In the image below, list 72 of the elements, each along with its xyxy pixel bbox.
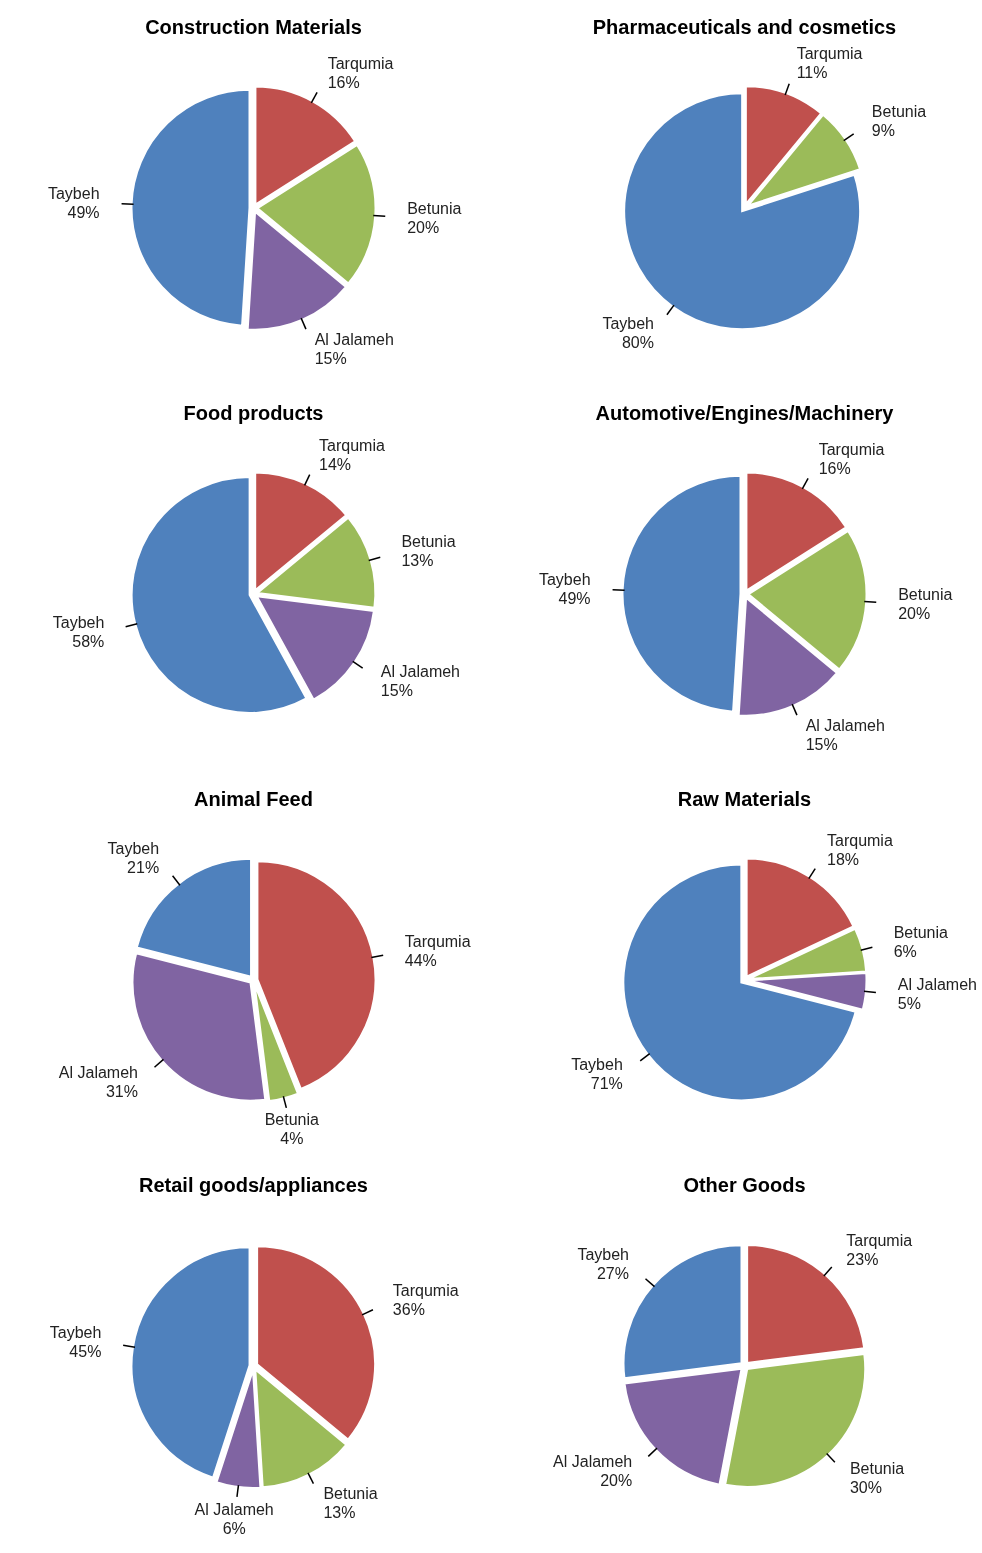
chart-title: Animal Feed	[194, 788, 313, 810]
data-label: 44%	[404, 952, 437, 970]
slice-label: Betunia	[407, 199, 462, 217]
slice-label: Al Jalameh	[58, 1063, 138, 1081]
slice-label: Taybeh	[47, 185, 100, 203]
slice-label: Tarqumia	[404, 933, 471, 951]
slice-label: Tarqumia	[319, 436, 385, 454]
data-label: 4%	[280, 1130, 304, 1148]
data-label: 13%	[323, 1504, 356, 1522]
data-label: 15%	[380, 681, 413, 699]
data-label: 45%	[69, 1342, 102, 1360]
slice-label: Tarqumia	[392, 1282, 459, 1300]
data-label: 18%	[827, 850, 860, 868]
data-label: 71%	[590, 1075, 623, 1093]
data-label: 36%	[392, 1301, 425, 1319]
slice-label: Betunia	[893, 923, 949, 941]
data-label: 58%	[72, 633, 105, 651]
slice-label: Tarqumia	[818, 441, 885, 459]
slice-label: Tarqumia	[846, 1232, 913, 1250]
data-label: 49%	[67, 204, 100, 222]
slice-label: Betunia	[264, 1111, 320, 1129]
slice-label: Tarqumia	[827, 831, 893, 849]
chart-title: Food products	[183, 402, 324, 424]
data-label: 15%	[805, 736, 838, 754]
slice-label: Taybeh	[571, 1056, 623, 1074]
slice-label: Al Jalameh	[897, 976, 977, 994]
chart-title: Other Goods	[683, 1174, 806, 1196]
slice-label: Al Jalameh	[380, 662, 461, 680]
slice-label: Taybeh	[49, 1323, 102, 1341]
data-label: 6%	[222, 1519, 246, 1537]
slice-label: Al Jalameh	[553, 1453, 633, 1471]
slice-label: Taybeh	[107, 840, 160, 858]
chart-title: Pharmaceuticals and cosmetics	[592, 16, 897, 38]
slice-label: Al Jalameh	[314, 331, 394, 349]
slice-label: Tarqumia	[796, 45, 863, 63]
data-label: 20%	[898, 604, 931, 622]
slice-label: Betunia	[849, 1460, 905, 1478]
data-label: 11%	[796, 64, 828, 82]
slice-label: Tarqumia	[327, 55, 394, 73]
data-label: 16%	[818, 460, 851, 478]
data-label: 30%	[849, 1479, 882, 1497]
data-label: 21%	[127, 859, 160, 877]
data-label: 80%	[621, 333, 654, 351]
data-label: 31%	[105, 1082, 138, 1100]
data-label: 9%	[871, 122, 895, 140]
pie-slice	[256, 144, 377, 285]
chart-title: Retail goods/appliances	[139, 1174, 368, 1196]
slice-label: Taybeh	[602, 314, 654, 332]
data-label: 6%	[893, 942, 917, 960]
data-label: 14%	[319, 455, 352, 473]
chart-title: Raw Materials	[677, 788, 812, 810]
slice-label: Betunia	[323, 1485, 378, 1503]
pie-slice	[747, 530, 868, 671]
data-label: 49%	[558, 590, 591, 608]
slice-label: Taybeh	[538, 571, 591, 589]
slice-label: Taybeh	[577, 1246, 629, 1264]
data-label: 15%	[314, 350, 347, 368]
slice-label: Al Jalameh	[805, 717, 885, 735]
chart-title: Construction Materials	[145, 16, 362, 38]
data-label: 23%	[846, 1251, 879, 1269]
data-label: 5%	[897, 995, 921, 1013]
data-label: 13%	[401, 552, 434, 570]
slice-label: Betunia	[898, 585, 953, 603]
slice-label: Al Jalameh	[194, 1500, 274, 1518]
slice-label: Betunia	[871, 103, 927, 121]
chart-title: Automotive/Engines/Machinery	[595, 402, 895, 424]
slice-label: Taybeh	[52, 614, 105, 632]
data-label: 20%	[407, 218, 440, 236]
slice-label: Betunia	[401, 533, 456, 551]
data-label: 20%	[600, 1472, 633, 1490]
data-label: 27%	[596, 1265, 629, 1283]
data-label: 16%	[327, 74, 360, 92]
